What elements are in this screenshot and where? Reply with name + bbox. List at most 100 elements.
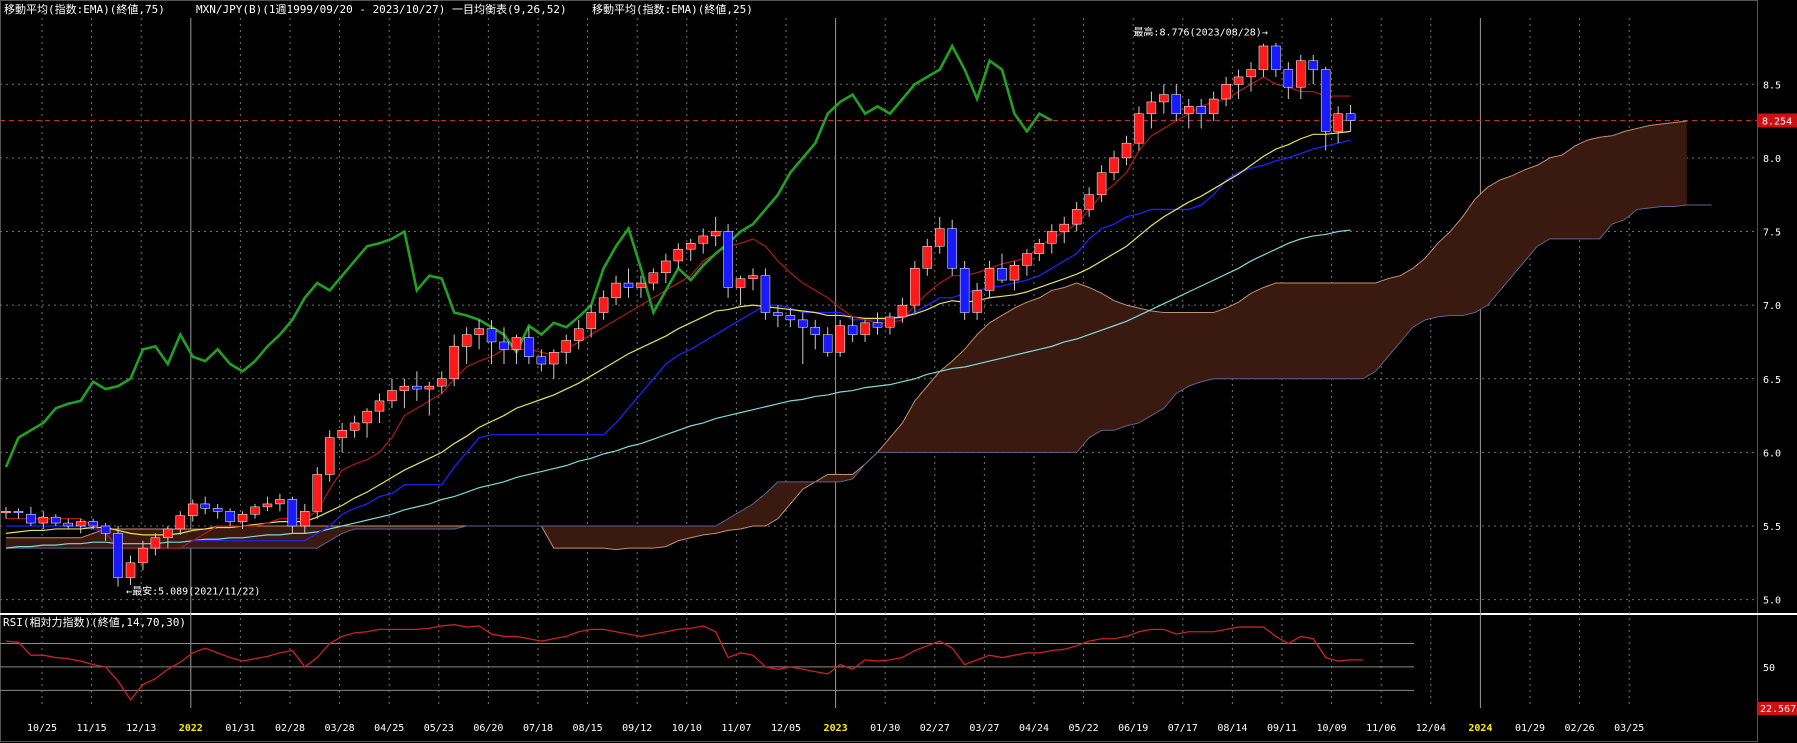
candle-body bbox=[312, 474, 322, 512]
x-tick-label: 09/11 bbox=[1267, 723, 1297, 734]
candle-body bbox=[437, 378, 447, 387]
x-tick-label: 11/07 bbox=[721, 723, 751, 734]
candle-body bbox=[860, 322, 870, 335]
candle-body bbox=[1134, 113, 1144, 144]
candle-body bbox=[723, 231, 733, 288]
x-tick-label: 08/14 bbox=[1217, 723, 1247, 734]
candle-body bbox=[1308, 60, 1318, 70]
candle-body bbox=[1233, 76, 1244, 85]
candle-body bbox=[200, 503, 210, 509]
price-tick-label: 6.5 bbox=[1763, 375, 1781, 386]
candle-body bbox=[1, 511, 11, 514]
last-price-label: 8.254 bbox=[1762, 116, 1792, 127]
candle-body bbox=[175, 515, 186, 530]
x-tick-label: 10/25 bbox=[27, 723, 57, 734]
price-tick-label: 7.5 bbox=[1763, 228, 1781, 239]
x-tick-label: 04/25 bbox=[374, 723, 404, 734]
candle-body bbox=[38, 516, 49, 524]
candle-body bbox=[1208, 98, 1219, 114]
candle-body bbox=[735, 278, 746, 288]
rsi-last-value: 22.567 bbox=[1760, 704, 1796, 715]
candle-body bbox=[63, 522, 73, 527]
senkou-a-line bbox=[6, 120, 1687, 551]
x-tick-label: 03/28 bbox=[325, 723, 355, 734]
frame bbox=[0, 0, 1758, 742]
candle-body bbox=[1333, 113, 1343, 132]
candle-body bbox=[536, 356, 547, 365]
kijun-line bbox=[6, 139, 1351, 549]
candle-body bbox=[935, 228, 945, 247]
candle-body bbox=[250, 506, 260, 515]
x-tick-label: 02/26 bbox=[1565, 723, 1595, 734]
x-tick-label: 08/15 bbox=[573, 723, 603, 734]
x-tick-label: 02/27 bbox=[920, 723, 950, 734]
candle-body bbox=[760, 275, 771, 313]
x-tick-label: 12/05 bbox=[771, 723, 801, 734]
x-tick-label: 01/29 bbox=[1515, 723, 1545, 734]
x-tick-label: 11/06 bbox=[1366, 723, 1396, 734]
candle-body bbox=[287, 499, 298, 527]
candle-body bbox=[586, 312, 596, 329]
rsi-line bbox=[5, 624, 1364, 701]
ema75-legend: 移動平均(指数:EMA)(終値,75) bbox=[4, 3, 165, 16]
candle-body bbox=[13, 511, 24, 514]
candle-body bbox=[648, 272, 659, 284]
x-tick-label: 02/28 bbox=[275, 723, 305, 734]
candle-body bbox=[1009, 265, 1020, 281]
chikou-line bbox=[4, 43, 1053, 468]
candle-body bbox=[1221, 84, 1231, 100]
candle-body bbox=[138, 547, 148, 564]
candle-body bbox=[212, 508, 223, 512]
candle-body bbox=[1022, 253, 1032, 266]
x-tick-label: 05/23 bbox=[424, 723, 454, 734]
high-annotation: 最高:8.776(2023/08/28)→ bbox=[1133, 26, 1267, 39]
x-tick-label: 11/15 bbox=[77, 723, 107, 734]
candle-body bbox=[1047, 231, 1057, 244]
rsi-tick-label: 50 bbox=[1763, 663, 1775, 674]
candle-body bbox=[349, 422, 360, 431]
candle-body bbox=[524, 337, 534, 357]
candlesticks bbox=[1, 43, 1356, 587]
candle-body bbox=[1196, 106, 1206, 114]
candle-body bbox=[188, 503, 198, 516]
x-tick-label: 01/30 bbox=[870, 723, 900, 734]
candle-body bbox=[623, 282, 634, 288]
candle-body bbox=[673, 248, 684, 262]
annotations: 最高:8.776(2023/08/28)→ ←最安:5.089(2021/11/… bbox=[3, 26, 1268, 629]
candle-body bbox=[661, 260, 671, 273]
candle-body bbox=[885, 316, 895, 328]
candle-body bbox=[1146, 101, 1157, 114]
candle-body bbox=[897, 304, 908, 318]
candle-body bbox=[611, 282, 621, 299]
x-tick-label: 07/17 bbox=[1168, 723, 1198, 734]
candle-body bbox=[1059, 223, 1069, 232]
candle-body bbox=[1246, 69, 1256, 78]
candle-body bbox=[822, 334, 833, 353]
candle-body bbox=[150, 537, 161, 549]
candle-body bbox=[337, 430, 347, 438]
candle-body bbox=[984, 268, 995, 291]
candle-body bbox=[910, 268, 920, 306]
candle-body bbox=[798, 319, 808, 328]
candle-body bbox=[324, 437, 335, 475]
candle-body bbox=[300, 511, 310, 527]
candle-body bbox=[262, 503, 273, 508]
candle-body bbox=[773, 312, 783, 316]
x-tick-label: 05/22 bbox=[1069, 723, 1099, 734]
ema25-legend: 移動平均(指数:EMA)(終値,25) bbox=[592, 3, 753, 16]
candle-body bbox=[26, 513, 36, 524]
candle-body bbox=[810, 326, 820, 335]
candle-body bbox=[237, 513, 248, 522]
rsi-panel bbox=[0, 624, 1414, 701]
candle-body bbox=[1296, 60, 1306, 88]
candle-body bbox=[1071, 209, 1082, 225]
candle-body bbox=[598, 297, 609, 313]
candle-body bbox=[972, 290, 982, 313]
symbol-legend: MXN/JPY(B)(1週1999/09/20 - 2023/10/27) bbox=[196, 3, 446, 16]
x-tick-label: 06/20 bbox=[473, 723, 503, 734]
candle-body bbox=[412, 385, 422, 390]
price-tick-label: 7.0 bbox=[1763, 301, 1781, 312]
candle-body bbox=[785, 315, 796, 321]
x-tick-label: 01/31 bbox=[225, 723, 255, 734]
